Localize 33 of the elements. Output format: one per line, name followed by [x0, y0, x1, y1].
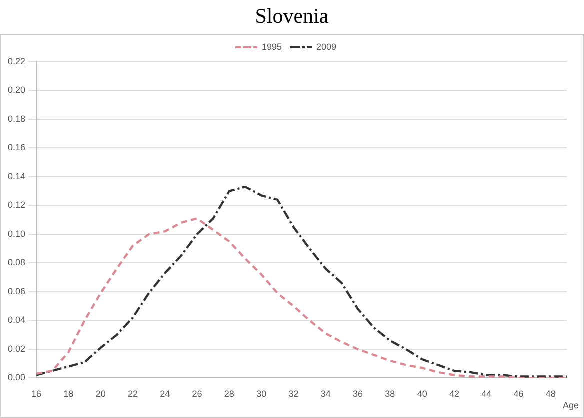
y-tick-label: 0.08 — [8, 258, 26, 268]
y-tick-label: 0.06 — [8, 286, 26, 296]
x-tick-label: 48 — [546, 389, 556, 400]
x-tick-label: 24 — [160, 389, 170, 400]
x-tick-label: 38 — [385, 389, 396, 400]
y-tick-label: 0.04 — [8, 315, 26, 326]
y-tick-label: 0.00 — [8, 372, 26, 383]
x-tick-label: 32 — [288, 389, 299, 400]
x-tick-label: 26 — [192, 389, 202, 400]
chart-title: Slovenia — [254, 3, 330, 30]
y-tick-label: 0.10 — [8, 228, 26, 239]
x-tick-label: 28 — [224, 389, 234, 400]
y-tick-label: 0.14 — [8, 171, 26, 182]
x-tick-label: 34 — [320, 389, 331, 400]
x-tick-label: 36 — [353, 389, 364, 400]
x-tick-label: 40 — [417, 389, 428, 400]
legend-label: 2009 — [316, 42, 337, 52]
x-tick-label: 22 — [128, 389, 138, 400]
legend-label: 1995 — [262, 42, 282, 52]
x-tick-label: 18 — [64, 389, 74, 400]
y-tick-label: 0.20 — [8, 85, 26, 96]
y-tick-label: 0.18 — [8, 114, 26, 124]
y-tick-label: 0.16 — [8, 142, 26, 153]
x-tick-label: 42 — [449, 389, 460, 400]
x-tick-label: 16 — [32, 389, 42, 400]
x-tick-label: 46 — [514, 389, 524, 400]
y-tick-label: 0.12 — [8, 200, 26, 210]
x-tick-label: 44 — [482, 389, 492, 400]
x-axis-title: Age — [562, 400, 579, 411]
x-tick-label: 30 — [256, 389, 267, 400]
y-tick-label: 0.22 — [8, 56, 26, 66]
x-tick-label: 20 — [96, 389, 106, 400]
y-tick-label: 0.02 — [8, 344, 26, 354]
